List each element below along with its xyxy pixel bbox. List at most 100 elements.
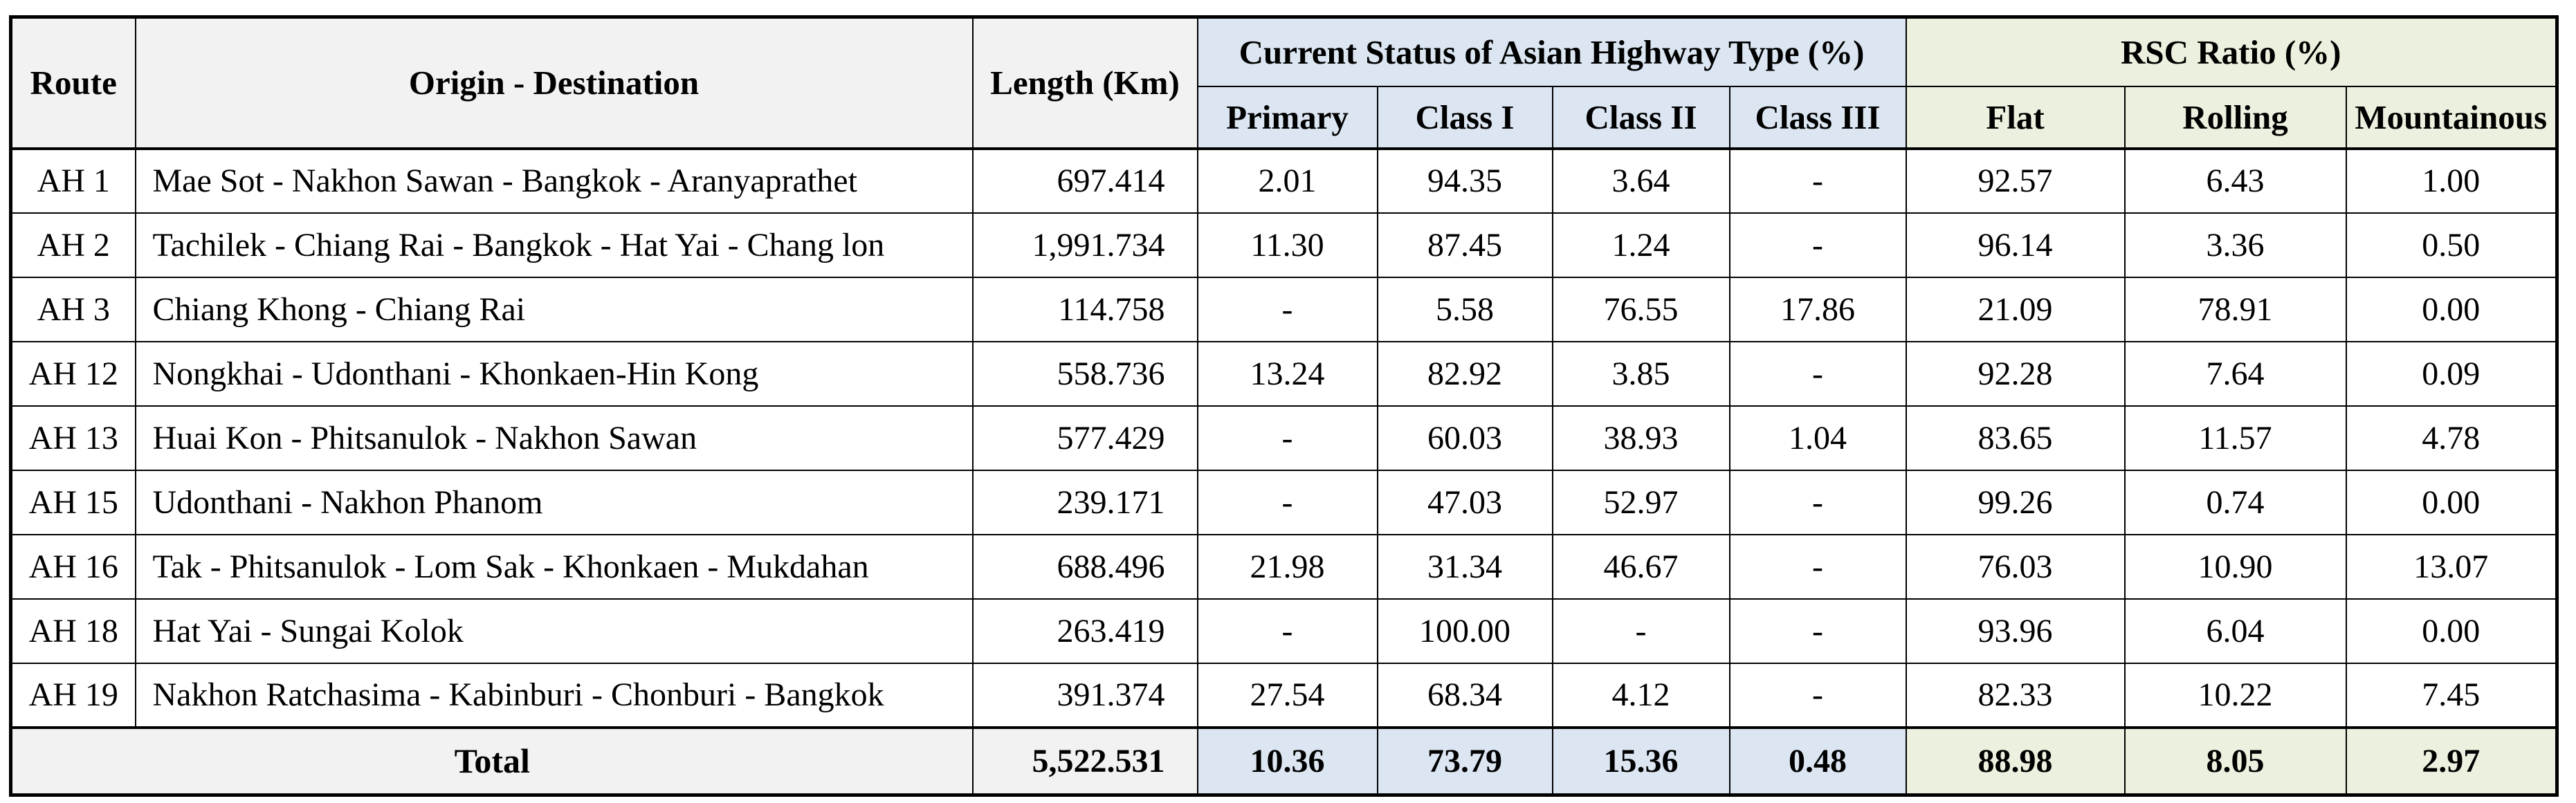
column-header-length: Length (Km) bbox=[971, 16, 1198, 150]
length-cell: 688.496 bbox=[971, 533, 1198, 600]
table-row: AH 19 Nakhon Ratchasima - Kabinburi - Ch… bbox=[10, 662, 2558, 728]
length-cell: 114.758 bbox=[971, 276, 1198, 342]
rolling-cell: 0.74 bbox=[2123, 469, 2347, 535]
origin-destination-cell: Nongkhai - Udonthani - Khonkaen-Hin Kong bbox=[134, 340, 974, 407]
rolling-cell: 78.91 bbox=[2123, 276, 2347, 342]
total-primary-value: 10.36 bbox=[1196, 726, 1378, 796]
rolling-cell: 6.43 bbox=[2123, 147, 2347, 214]
total-row: Total 5,522.531 10.36 73.79 15.36 0.48 8… bbox=[10, 726, 2558, 796]
primary-cell: 2.01 bbox=[1196, 147, 1378, 214]
length-cell: 1,991.734 bbox=[971, 212, 1198, 278]
total-rolling-value: 8.05 bbox=[2123, 726, 2347, 796]
rolling-cell: 10.90 bbox=[2123, 533, 2347, 600]
class3-cell: - bbox=[1728, 147, 1907, 214]
flat-cell: 92.57 bbox=[1905, 147, 2126, 214]
class2-cell: 38.93 bbox=[1551, 405, 1730, 471]
route-cell: AH 3 bbox=[10, 276, 136, 342]
origin-destination-cell: Nakhon Ratchasima - Kabinburi - Chonburi… bbox=[134, 662, 974, 728]
table-row: AH 1 Mae Sot - Nakhon Sawan - Bangkok - … bbox=[10, 147, 2558, 214]
mountainous-cell: 0.00 bbox=[2345, 598, 2558, 664]
table-row: AH 15 Udonthani - Nakhon Phanom 239.171 … bbox=[10, 469, 2558, 535]
mountainous-cell: 0.00 bbox=[2345, 276, 2558, 342]
flat-cell: 82.33 bbox=[1905, 662, 2126, 728]
primary-cell: - bbox=[1196, 276, 1378, 342]
length-cell: 577.429 bbox=[971, 405, 1198, 471]
column-header-class3: Class III bbox=[1728, 85, 1907, 150]
class3-cell: 17.86 bbox=[1728, 276, 1907, 342]
primary-cell: 11.30 bbox=[1196, 212, 1378, 278]
group-header-rsc-ratio: RSC Ratio (%) bbox=[1905, 16, 2558, 87]
origin-destination-cell: Tak - Phitsanulok - Lom Sak - Khonkaen -… bbox=[134, 533, 974, 600]
class3-cell: - bbox=[1728, 598, 1907, 664]
route-cell: AH 18 bbox=[10, 598, 136, 664]
class2-cell: 3.85 bbox=[1551, 340, 1730, 407]
flat-cell: 76.03 bbox=[1905, 533, 2126, 600]
table-footer: Total 5,522.531 10.36 73.79 15.36 0.48 8… bbox=[10, 726, 2558, 796]
class3-cell: 1.04 bbox=[1728, 405, 1907, 471]
table-row: AH 12 Nongkhai - Udonthani - Khonkaen-Hi… bbox=[10, 340, 2558, 407]
rolling-cell: 7.64 bbox=[2123, 340, 2347, 407]
class3-cell: - bbox=[1728, 469, 1907, 535]
group-header-current-status: Current Status of Asian Highway Type (%) bbox=[1196, 16, 1907, 87]
rolling-cell: 3.36 bbox=[2123, 212, 2347, 278]
column-header-route: Route bbox=[10, 16, 136, 150]
rolling-cell: 11.57 bbox=[2123, 405, 2347, 471]
route-cell: AH 16 bbox=[10, 533, 136, 600]
primary-cell: 13.24 bbox=[1196, 340, 1378, 407]
class3-cell: - bbox=[1728, 212, 1907, 278]
mountainous-cell: 0.00 bbox=[2345, 469, 2558, 535]
column-header-origin-destination: Origin - Destination bbox=[134, 16, 974, 150]
class3-cell: - bbox=[1728, 340, 1907, 407]
class1-cell: 82.92 bbox=[1376, 340, 1553, 407]
total-flat-value: 88.98 bbox=[1905, 726, 2126, 796]
origin-destination-cell: Hat Yai - Sungai Kolok bbox=[134, 598, 974, 664]
origin-destination-cell: Huai Kon - Phitsanulok - Nakhon Sawan bbox=[134, 405, 974, 471]
primary-cell: 21.98 bbox=[1196, 533, 1378, 600]
class1-cell: 68.34 bbox=[1376, 662, 1553, 728]
table-body: AH 1 Mae Sot - Nakhon Sawan - Bangkok - … bbox=[10, 147, 2558, 728]
class2-cell: 76.55 bbox=[1551, 276, 1730, 342]
primary-cell: 27.54 bbox=[1196, 662, 1378, 728]
primary-cell: - bbox=[1196, 598, 1378, 664]
table-row: AH 18 Hat Yai - Sungai Kolok 263.419 - 1… bbox=[10, 598, 2558, 664]
length-cell: 558.736 bbox=[971, 340, 1198, 407]
class1-cell: 5.58 bbox=[1376, 276, 1553, 342]
mountainous-cell: 4.78 bbox=[2345, 405, 2558, 471]
length-cell: 263.419 bbox=[971, 598, 1198, 664]
origin-destination-cell: Mae Sot - Nakhon Sawan - Bangkok - Arany… bbox=[134, 147, 974, 214]
mountainous-cell: 0.09 bbox=[2345, 340, 2558, 407]
total-class3-value: 0.48 bbox=[1728, 726, 1907, 796]
column-header-rolling: Rolling bbox=[2123, 85, 2347, 150]
flat-cell: 99.26 bbox=[1905, 469, 2126, 535]
table-row: AH 3 Chiang Khong - Chiang Rai 114.758 -… bbox=[10, 276, 2558, 342]
route-cell: AH 19 bbox=[10, 662, 136, 728]
table-header: Route Origin - Destination Length (Km) C… bbox=[10, 16, 2558, 150]
length-cell: 239.171 bbox=[971, 469, 1198, 535]
class1-cell: 94.35 bbox=[1376, 147, 1553, 214]
class3-cell: - bbox=[1728, 662, 1907, 728]
route-cell: AH 15 bbox=[10, 469, 136, 535]
column-header-primary: Primary bbox=[1196, 85, 1378, 150]
flat-cell: 83.65 bbox=[1905, 405, 2126, 471]
origin-destination-cell: Udonthani - Nakhon Phanom bbox=[134, 469, 974, 535]
route-cell: AH 12 bbox=[10, 340, 136, 407]
route-cell: AH 1 bbox=[10, 147, 136, 214]
rolling-cell: 6.04 bbox=[2123, 598, 2347, 664]
mountainous-cell: 1.00 bbox=[2345, 147, 2558, 214]
total-length-value: 5,522.531 bbox=[971, 726, 1198, 796]
mountainous-cell: 0.50 bbox=[2345, 212, 2558, 278]
origin-destination-cell: Chiang Khong - Chiang Rai bbox=[134, 276, 974, 342]
flat-cell: 93.96 bbox=[1905, 598, 2126, 664]
origin-destination-cell: Tachilek - Chiang Rai - Bangkok - Hat Ya… bbox=[134, 212, 974, 278]
table-row: AH 16 Tak - Phitsanulok - Lom Sak - Khon… bbox=[10, 533, 2558, 600]
class2-cell: - bbox=[1551, 598, 1730, 664]
class1-cell: 100.00 bbox=[1376, 598, 1553, 664]
column-header-mountainous: Mountainous bbox=[2345, 85, 2558, 150]
class1-cell: 87.45 bbox=[1376, 212, 1553, 278]
flat-cell: 96.14 bbox=[1905, 212, 2126, 278]
class2-cell: 1.24 bbox=[1551, 212, 1730, 278]
table-row: AH 2 Tachilek - Chiang Rai - Bangkok - H… bbox=[10, 212, 2558, 278]
mountainous-cell: 13.07 bbox=[2345, 533, 2558, 600]
table-row: AH 13 Huai Kon - Phitsanulok - Nakhon Sa… bbox=[10, 405, 2558, 471]
